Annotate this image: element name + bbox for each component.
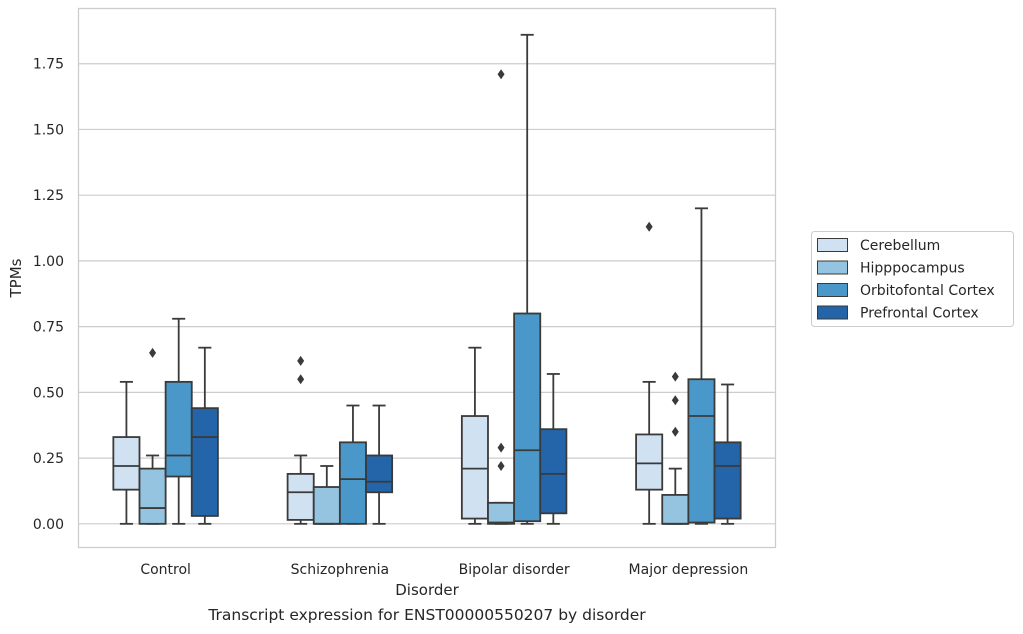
outlier-point	[497, 442, 505, 453]
chart-caption: Transcript expression for ENST0000055020…	[208, 606, 646, 624]
box-body	[164, 380, 193, 478]
box-3-1	[661, 371, 690, 525]
box-body	[138, 467, 167, 525]
box-0-1	[138, 347, 167, 525]
box-body	[460, 415, 489, 520]
plot-frame	[77, 7, 777, 549]
outlier-point	[671, 371, 679, 382]
box-body	[365, 454, 394, 494]
x-axis-title: Disorder	[395, 581, 459, 599]
legend-swatch	[817, 238, 848, 252]
box-1-2	[338, 404, 367, 525]
legend-label: Cerebellum	[860, 238, 940, 254]
box-0-2	[164, 317, 193, 525]
x-tick-label: Control	[140, 562, 191, 578]
y-axis-ticks: 0.00 0.25 0.50 0.75 1.00 1.25 1.50 1.75	[33, 57, 64, 533]
y-tick-label: 1.75	[33, 57, 64, 73]
legend-frame	[811, 231, 1014, 327]
outlier-point	[671, 395, 679, 406]
legend-swatch	[817, 260, 848, 275]
outlier-point	[497, 460, 505, 471]
outlier-point	[149, 347, 157, 358]
outlier-point	[497, 69, 505, 80]
box-2-2	[513, 33, 542, 525]
legend-swatch	[817, 305, 848, 320]
box-3-0	[635, 221, 664, 525]
box-body	[112, 436, 141, 491]
box-series	[112, 33, 742, 525]
y-tick-label: 0.25	[33, 451, 64, 467]
box-body	[487, 501, 516, 525]
y-tick-label: 1.25	[33, 188, 64, 204]
box-2-1	[487, 69, 516, 525]
outlier-point	[297, 374, 305, 385]
legend-label: Orbitofontal Cortex	[860, 283, 995, 299]
legend-label: Hipppocampus	[860, 261, 965, 277]
legend-label: Prefrontal Cortex	[860, 306, 979, 322]
box-body	[286, 472, 315, 521]
y-tick-label: 1.50	[33, 122, 64, 138]
x-tick-label: Major depression	[629, 562, 749, 578]
legend-swatch	[817, 283, 848, 297]
box-body	[539, 428, 568, 515]
box-body	[312, 486, 341, 525]
y-tick-label: 0.75	[33, 320, 64, 336]
outlier-point	[645, 221, 653, 232]
box-1-3	[365, 404, 394, 525]
y-axis-title: TPMs	[7, 258, 25, 298]
box-body	[661, 494, 690, 525]
legend: Cerebellum Hipppocampus Orbitofontal Corte…	[811, 231, 1014, 327]
box-1-0	[286, 355, 315, 525]
box-body	[338, 441, 367, 525]
x-tick-label: Bipolar disorder	[459, 562, 570, 578]
box-2-0	[460, 346, 489, 525]
box-3-2	[687, 207, 716, 525]
box-body	[190, 407, 219, 517]
box-body	[687, 378, 716, 524]
box-1-1	[312, 465, 341, 525]
x-axis-ticks: Control Schizophrenia Bipolar disorder Majo…	[140, 562, 748, 578]
box-0-3	[190, 346, 219, 525]
box-body	[713, 441, 742, 520]
outlier-point	[297, 355, 305, 366]
y-tick-label: 0.00	[33, 517, 64, 533]
outlier-point	[671, 426, 679, 437]
box-body	[635, 433, 664, 491]
x-tick-label: Schizophrenia	[291, 562, 389, 578]
box-body	[513, 312, 542, 523]
box-0-0	[112, 380, 141, 525]
box-3-3	[713, 383, 742, 525]
y-tick-label: 1.00	[33, 254, 64, 270]
y-tick-label: 0.50	[33, 385, 64, 401]
box-2-3	[539, 373, 568, 525]
